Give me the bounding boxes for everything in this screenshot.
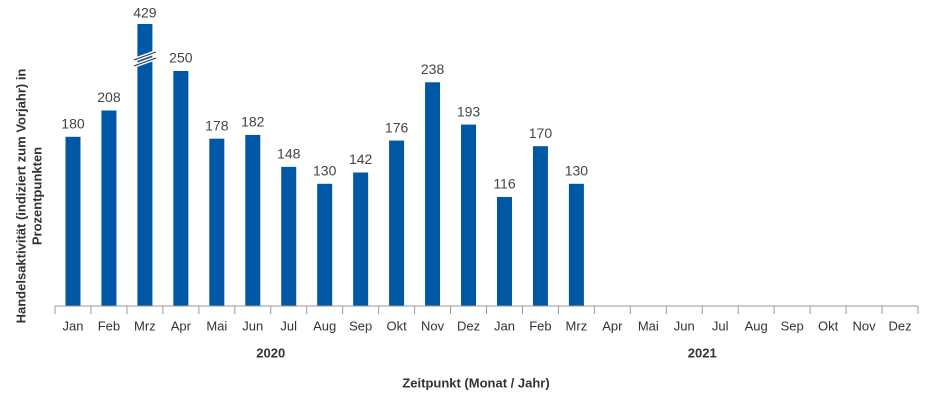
- x-tick-label: Jan: [62, 318, 83, 333]
- value-label: 238: [421, 61, 445, 77]
- x-tick-label: Sep: [781, 318, 804, 333]
- bar: [173, 71, 189, 306]
- bar: [245, 134, 261, 306]
- x-tick-label: Aug: [745, 318, 768, 333]
- bar: [209, 138, 225, 306]
- value-label: 250: [169, 50, 193, 66]
- bar: [532, 146, 548, 306]
- x-axis-title: Zeitpunkt (Monat / Jahr): [402, 375, 549, 390]
- value-label: 142: [349, 151, 373, 167]
- value-label: 193: [457, 103, 481, 119]
- y-axis-title-line: Handelsaktivität (indiziert zum Vorjahr)…: [13, 69, 28, 324]
- axis-break-mark: [133, 51, 157, 61]
- bar: [425, 82, 441, 306]
- x-tick-label: Jul: [280, 318, 297, 333]
- bar: [281, 166, 297, 306]
- value-label: 148: [277, 146, 301, 162]
- bar: [496, 196, 512, 306]
- bar: [317, 183, 333, 306]
- value-label: 130: [313, 163, 337, 179]
- value-label: 178: [205, 117, 229, 133]
- bar: [353, 172, 369, 306]
- group-label: 2020: [256, 345, 285, 360]
- bar: [389, 140, 405, 306]
- value-label: 116: [493, 176, 516, 192]
- bar: [137, 24, 153, 307]
- x-tick-label: Okt: [386, 318, 407, 333]
- x-tick-label: Mrz: [566, 318, 588, 333]
- value-label: 176: [385, 119, 409, 135]
- x-tick-label: Dez: [888, 318, 911, 333]
- bar: [65, 136, 81, 306]
- x-tick-label: Nov: [853, 318, 877, 333]
- bar: [101, 110, 117, 306]
- value-label: 208: [97, 89, 121, 105]
- x-tick-label: Jun: [242, 318, 263, 333]
- x-tick-label: Mai: [206, 318, 227, 333]
- x-tick-label: Dez: [457, 318, 480, 333]
- x-tick-label: Feb: [529, 318, 551, 333]
- bar: [568, 183, 584, 306]
- value-label: 429: [133, 5, 157, 21]
- value-label: 182: [241, 114, 265, 130]
- bar: [461, 124, 477, 306]
- bars: [65, 24, 584, 307]
- y-axis-title: Handelsaktivität (indiziert zum Vorjahr)…: [13, 69, 44, 324]
- x-tick-label: Nov: [421, 318, 445, 333]
- x-tick-label: Mai: [638, 318, 659, 333]
- x-tick-label: Feb: [98, 318, 120, 333]
- x-tick-label: Aug: [313, 318, 336, 333]
- x-tick-label: Jan: [494, 318, 515, 333]
- x-tick-label: Mrz: [134, 318, 156, 333]
- value-label: 180: [61, 116, 85, 132]
- x-tick-label: Okt: [818, 318, 839, 333]
- x-tick-label: Jun: [674, 318, 695, 333]
- x-tick-label: Sep: [349, 318, 372, 333]
- group-label: 2021: [688, 345, 717, 360]
- x-tick-label: Apr: [171, 318, 192, 333]
- value-label: 130: [565, 163, 589, 179]
- axis-break-mark: [133, 57, 157, 67]
- y-axis-title-line: Prozentpunkten: [29, 147, 44, 245]
- x-tick-label: Jul: [712, 318, 729, 333]
- x-tick-label: Apr: [602, 318, 623, 333]
- value-label: 170: [529, 125, 553, 141]
